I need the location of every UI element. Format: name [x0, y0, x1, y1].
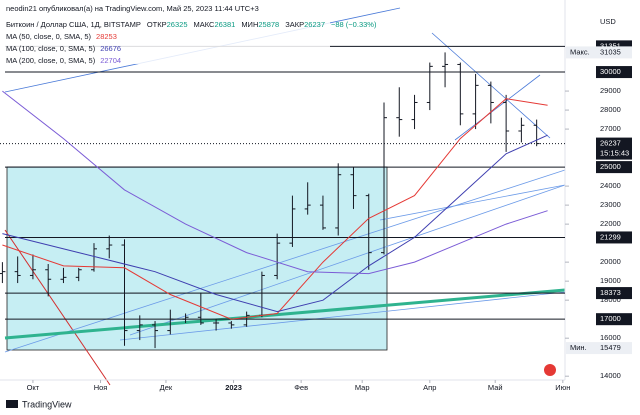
legend-backdrop: [0, 2, 330, 64]
legend-text: −88 (−0.33%): [331, 20, 377, 29]
x-tick-label: Ноя: [94, 383, 108, 392]
moving-average: [2, 134, 548, 313]
y-tick-label: 23000: [600, 200, 621, 209]
y-tick-label: 27000: [600, 124, 621, 133]
price-tag-label: 25000: [600, 162, 621, 171]
ma-value: 28253: [96, 32, 117, 41]
legend-text: 26237: [304, 20, 325, 29]
price-tag-label: 21299: [600, 232, 621, 241]
legend-text: Биткоин / Доллар США, 1Д, BITSTAMP: [6, 20, 141, 29]
brand: TradingView: [22, 399, 72, 409]
ma-legend: MA (200, close, 0, SMA, 5) 22704: [6, 56, 121, 65]
trendline: [129, 184, 566, 336]
price-tag-label: 18373: [600, 288, 621, 297]
y-tick-label: 20000: [600, 257, 621, 266]
trendline: [119, 291, 566, 341]
price-tag: [596, 313, 632, 326]
ma-legend: MA (100, close, 0, SMA, 5) 26676: [6, 44, 121, 53]
x-tick-label: Июн: [555, 383, 570, 392]
y-tick-label: 14000: [600, 371, 621, 380]
ma-value: 26676: [100, 44, 121, 53]
price-tag-label: 30000: [600, 67, 621, 76]
y-tick-label: 29000: [600, 86, 621, 95]
y-tick-label: 24000: [600, 181, 621, 190]
y-tick-label: 28000: [600, 105, 621, 114]
y-tick-label: 18000: [600, 295, 621, 304]
price-tag: [596, 66, 632, 79]
y-tick-label: 22000: [600, 219, 621, 228]
price-tag-label: 31351: [600, 41, 621, 50]
plot: [0, 45, 565, 349]
price-tag: [596, 231, 632, 244]
x-tick-label: 2023: [225, 383, 242, 392]
author-line: neodin21 опубликовал(а) на TradingView.c…: [6, 4, 259, 13]
ma-name: MA (200, close, 0, SMA, 5): [6, 56, 96, 65]
ma-legend: MA (50, close, 0, SMA, 5) 28253: [6, 32, 117, 41]
countdown: 15:15:43: [600, 149, 629, 158]
x-tick-label: Апр: [423, 383, 436, 392]
trendline: [4, 229, 111, 386]
price-tag: [596, 287, 632, 300]
marker-label: Мин.: [570, 343, 587, 352]
event-icon: [544, 364, 556, 376]
ma-name: MA (50, close, 0, SMA, 5): [6, 32, 92, 41]
x-tick-label: Дек: [160, 383, 173, 392]
legend-text: МИН: [241, 20, 258, 29]
marker-label: Макс.: [570, 47, 590, 56]
price-tag: [596, 161, 632, 174]
x-tick-label: Мар: [355, 383, 370, 392]
moving-average: [2, 98, 548, 320]
legend-text: ЗАКР: [285, 20, 304, 29]
y-tick-label: 16000: [600, 333, 621, 342]
marker-box: [566, 342, 632, 355]
x-tick-label: Фев: [294, 383, 308, 392]
marker-value: 15479: [600, 343, 621, 352]
legend-text: 25878: [258, 20, 279, 29]
last-price-label: 26237: [600, 139, 621, 148]
x-tick-label: Окт: [27, 383, 40, 392]
trendline: [4, 288, 566, 340]
currency: USD: [600, 17, 616, 26]
marker-box: [566, 46, 632, 59]
brand-logo: [6, 400, 18, 408]
last-price-tag: [596, 137, 632, 160]
legend-text: МАКС: [194, 20, 216, 29]
legend-text: 26381: [214, 20, 235, 29]
symbol-line: Биткоин / Доллар США, 1Д, BITSTAMP ОТКР26…: [6, 20, 377, 29]
legend-text: 26325: [167, 20, 188, 29]
price-tag-label: 17000: [600, 314, 621, 323]
trendline: [379, 184, 566, 221]
trendline: [454, 74, 541, 141]
moving-average: [2, 90, 548, 275]
ma-value: 22704: [100, 56, 121, 65]
marker-value: 31035: [600, 47, 621, 56]
ma-name: MA (100, close, 0, SMA, 5): [6, 44, 96, 53]
y-tick-label: 19000: [600, 276, 621, 285]
trendline: [4, 169, 566, 353]
legend-text: ОТКР: [147, 20, 167, 29]
x-tick-label: Май: [488, 383, 503, 392]
